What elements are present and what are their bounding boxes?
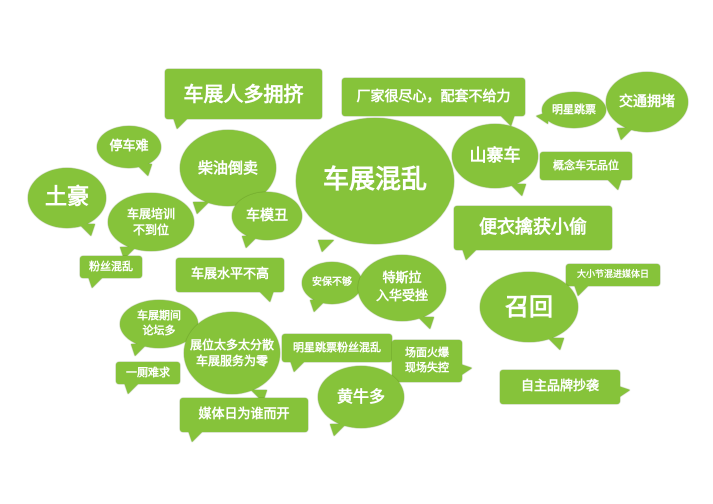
- bubble-tesla: 特斯拉 入华受挫: [358, 255, 446, 329]
- bubble-security: 安保不够: [302, 262, 362, 312]
- bubble-text: 大小节混进媒体日: [576, 269, 649, 280]
- bubble-text: 场面火爆 现场失控: [405, 346, 449, 374]
- bubble-text: 自主品牌抄袭: [520, 379, 599, 395]
- bubble-out-of-control: 场面火爆 现场失控: [392, 340, 472, 382]
- bubble-text: 一厕难求: [126, 365, 170, 379]
- bubble-thief-caught: 便衣擒获小偷: [454, 206, 612, 260]
- bubble-text: 山寨车: [469, 145, 521, 166]
- bubble-text: 展位太多太分散 车展服务为零: [189, 337, 274, 368]
- bubble-text: 媒体日为谁而开: [198, 407, 290, 423]
- bubble-media-day: 媒体日为谁而开: [180, 398, 308, 442]
- bubble-media-day-mix: 大小节混进媒体日: [566, 264, 660, 296]
- bubble-plagiarism: 自主品牌抄袭: [500, 370, 630, 404]
- bubble-crowded: 车展人多拥挤: [165, 69, 322, 129]
- bubble-text: 车模丑: [246, 207, 288, 224]
- bubble-text: 概念车无品位: [553, 158, 619, 172]
- bubble-text: 厂家很尽心，配套不给力: [356, 88, 511, 105]
- bubble-text: 柴油倒卖: [197, 158, 258, 177]
- bubble-training: 车展培训 不到位: [108, 193, 194, 259]
- bubble-scalpers: 黄牛多: [318, 366, 404, 436]
- bubble-traffic: 交通拥堵: [606, 72, 688, 140]
- bubble-tuhao: 土豪: [28, 168, 106, 236]
- bubble-text: 交通拥堵: [619, 93, 675, 110]
- bubble-text: 车展混乱: [322, 165, 427, 196]
- bubble-star-no-show: 明星跳票: [536, 92, 606, 128]
- bubble-text: 车展水平不高: [190, 267, 269, 283]
- bubble-models: 车模丑: [232, 192, 302, 248]
- bubble-text: 明星跳票: [552, 102, 596, 116]
- bubble-copycat: 山寨车: [452, 124, 538, 196]
- bubble-low-level: 车展水平不高: [176, 258, 284, 302]
- bubble-text: 特斯拉 入华受挫: [375, 271, 428, 304]
- bubble-text: 黄牛多: [336, 387, 385, 407]
- bubble-recall: 召回: [480, 272, 578, 350]
- bubble-text: 明星跳票粉丝混乱: [293, 340, 381, 354]
- bubble-manufacturer: 厂家很尽心，配套不给力: [342, 78, 525, 126]
- bubble-text: 车展人多拥挤: [183, 81, 304, 106]
- bubble-toilet: 一厕难求: [116, 362, 180, 394]
- bubble-fans: 粉丝混乱: [80, 256, 142, 288]
- bubble-booths: 展位太多太分散 车展服务为零: [184, 312, 280, 402]
- bubble-text: 召回: [505, 292, 553, 321]
- bubble-chaos: 车展混乱: [296, 118, 454, 252]
- bubble-text: 便衣擒获小偷: [479, 216, 587, 238]
- bubble-text: 安保不够: [312, 277, 352, 289]
- bubble-text: 车展培训 不到位: [126, 206, 175, 237]
- bubble-text: 土豪: [44, 185, 89, 211]
- bubble-forums: 车展期间 论坛多: [120, 300, 198, 356]
- bubble-star-fans: 明星跳票粉丝混乱: [282, 334, 392, 372]
- bubble-diesel: 柴油倒卖: [180, 130, 276, 214]
- bubble-parking: 停车难: [97, 126, 161, 176]
- bubble-text: 车展期间 论坛多: [137, 309, 181, 337]
- bubble-concept-car: 概念车无品位: [540, 152, 632, 190]
- bubble-text: 粉丝混乱: [89, 259, 133, 273]
- bubble-text: 停车难: [109, 139, 149, 155]
